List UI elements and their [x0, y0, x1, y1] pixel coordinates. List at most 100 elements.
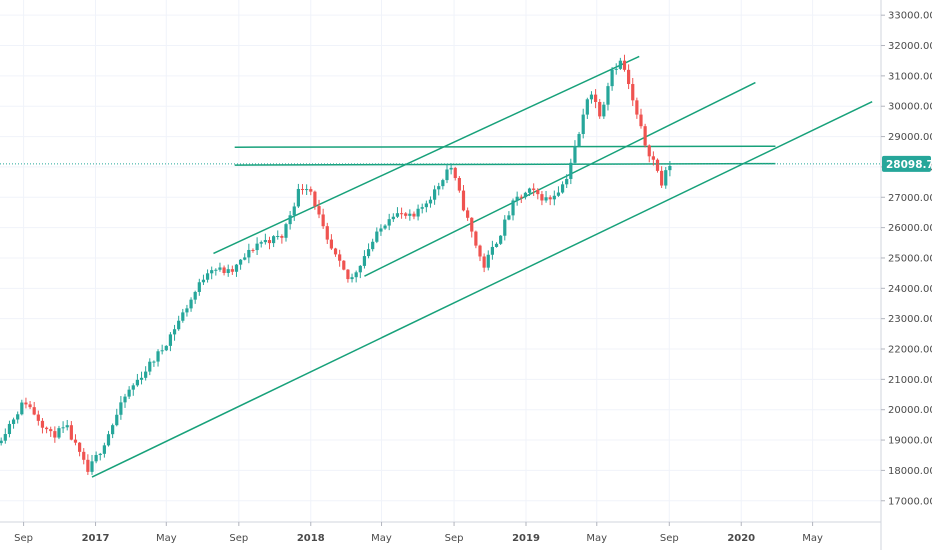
candle-body [259, 242, 263, 244]
candle-body [111, 425, 115, 435]
candle-body [164, 345, 168, 351]
candle-body [589, 94, 594, 100]
x-tick-label: Sep [14, 533, 33, 544]
candle-body [602, 104, 606, 117]
candle-body [135, 379, 139, 386]
candle-body [511, 200, 515, 216]
candle-body [404, 213, 408, 216]
y-tick-label: 17000.00 [888, 496, 932, 507]
candle-body [494, 243, 499, 247]
last-price-tag-background [882, 155, 931, 172]
candle-body [65, 425, 69, 428]
candle-body [73, 439, 78, 443]
candle-body [486, 254, 490, 268]
candle-body [457, 178, 461, 191]
candle-body [358, 265, 362, 273]
candle-body [639, 114, 643, 127]
candle-body [131, 385, 135, 390]
trendline[interactable] [364, 81, 756, 277]
candle-body [399, 213, 404, 215]
price-axis[interactable]: 17000.00 18000.00 19000.00 20000.00 21000.00… [880, 0, 932, 550]
candle-body [177, 320, 181, 330]
candle-body [329, 239, 334, 249]
candle-body [445, 169, 449, 181]
candle-body [102, 445, 106, 454]
candle-body [255, 243, 259, 251]
x-tick-label: Sep [660, 533, 679, 544]
candle-body [391, 216, 395, 220]
candle-body [86, 459, 90, 472]
candle-body [647, 145, 651, 157]
x-tick-label: May [371, 533, 392, 544]
candle-body [412, 213, 416, 217]
candle-body [499, 235, 503, 244]
candle-body [527, 188, 532, 193]
candle-body [123, 396, 127, 403]
candle-body [366, 249, 371, 257]
candles [0, 54, 672, 475]
candle-body [44, 427, 49, 430]
candle-body [461, 190, 466, 211]
y-tick-label: 29000.00 [888, 132, 932, 143]
y-tick-label: 30000.00 [888, 102, 932, 113]
candle-body [210, 270, 214, 274]
candle-body [309, 189, 313, 192]
candle-body [635, 100, 639, 115]
trendline[interactable] [234, 145, 776, 148]
candle-body [350, 277, 354, 280]
candle-body [230, 269, 234, 272]
candle-body [185, 308, 189, 313]
y-tick-label: 20000.00 [888, 405, 932, 416]
candle-body [622, 60, 627, 70]
candle-body [519, 196, 523, 198]
candle-body [82, 451, 86, 460]
candle-body [20, 402, 24, 415]
y-tick-label: 31000.00 [888, 71, 932, 82]
candle-body [548, 197, 552, 200]
candle-body [267, 240, 272, 244]
x-tick-label: May [802, 533, 823, 544]
candle-body [333, 248, 338, 255]
y-tick-label: 27000.00 [888, 193, 932, 204]
candle-body [614, 68, 618, 70]
candle-body [251, 249, 255, 251]
candle-body [119, 402, 123, 415]
candle-body [441, 180, 445, 187]
x-tick-label: 2020 [727, 533, 755, 544]
candle-body [214, 269, 218, 271]
candle-body [321, 214, 325, 227]
trendline[interactable] [91, 100, 873, 478]
candle-body [383, 225, 387, 229]
x-tick-label: May [586, 533, 607, 544]
candle-body [226, 269, 230, 274]
candle-body [408, 213, 412, 216]
candle-body [106, 434, 111, 446]
candle-body [523, 192, 528, 198]
candle-body [272, 236, 276, 244]
candle-body [317, 206, 321, 215]
candle-body [28, 404, 32, 408]
candle-body [115, 414, 119, 426]
candle-body [556, 192, 561, 196]
trendlines [91, 55, 873, 478]
candle-body [296, 188, 300, 207]
candle-body [668, 165, 672, 171]
trendline[interactable] [213, 55, 640, 255]
candle-body [305, 189, 309, 191]
candle-body [536, 189, 540, 195]
candle-body [618, 60, 622, 69]
candle-body [284, 224, 288, 238]
candle-body [11, 419, 16, 424]
candle-body [57, 428, 61, 438]
candle-body [156, 351, 160, 362]
x-tick-label: May [156, 533, 177, 544]
y-tick-label: 19000.00 [888, 436, 932, 447]
candle-body [148, 361, 152, 372]
candle-body [651, 156, 655, 160]
candle-body [288, 215, 292, 225]
last-price-label: 28098.75 [886, 159, 932, 171]
trendline[interactable] [234, 162, 776, 166]
candle-body [565, 178, 569, 185]
time-axis[interactable]: Sep 2017 May Sep 2018 May Sep 2019 May Sep 2020 May [0, 521, 881, 544]
